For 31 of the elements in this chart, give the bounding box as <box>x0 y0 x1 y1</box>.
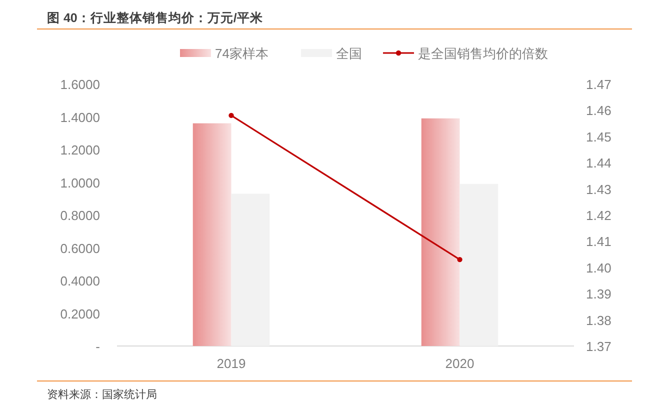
y-tick-label: 0.4000 <box>60 274 100 288</box>
y-tick-label: 1.2000 <box>60 142 100 158</box>
y2-tick-label: 1.44 <box>586 156 612 171</box>
y2-tick-label: 1.45 <box>586 129 612 144</box>
x-tick-label: 2020 <box>445 356 474 371</box>
y2-tick-label: 1.41 <box>586 234 612 250</box>
y-tick-label: 0.2000 <box>60 306 100 322</box>
text: 资料来源：国家统计局 <box>47 388 157 401</box>
x-tick-label: 2019 <box>216 356 246 371</box>
chart-title: 图 40：行业整体销售均价：万元/平米 <box>47 11 264 25</box>
y2-tick-label: 1.40 <box>586 260 612 276</box>
bar <box>421 118 460 346</box>
y2-tick-label: 1.38 <box>586 312 612 328</box>
y2-tick-label: 1.39 <box>586 286 612 302</box>
y-tick-label: - <box>96 339 100 354</box>
y2-tick-label: 1.47 <box>586 77 612 92</box>
y2-tick-label: 1.42 <box>586 208 612 223</box>
y2-tick-label: 1.43 <box>586 182 612 197</box>
y-tick-label: 1.0000 <box>60 175 100 190</box>
bar <box>231 194 270 346</box>
legend-label: 全国 <box>336 46 362 61</box>
y2-tick-label: 1.37 <box>586 339 612 354</box>
y-tick-label: 0.6000 <box>60 240 100 256</box>
legend-label: 是全国销售均价的倍数 <box>418 46 548 61</box>
bar <box>192 123 232 346</box>
y-tick-label: 1.4000 <box>60 110 100 125</box>
legend-label: 74家样本 <box>215 46 268 61</box>
y-tick-label: 0.8000 <box>60 208 100 223</box>
bar <box>460 184 498 346</box>
y-tick-label: 1.6000 <box>60 77 100 92</box>
y2-tick-label: 1.46 <box>586 103 612 118</box>
